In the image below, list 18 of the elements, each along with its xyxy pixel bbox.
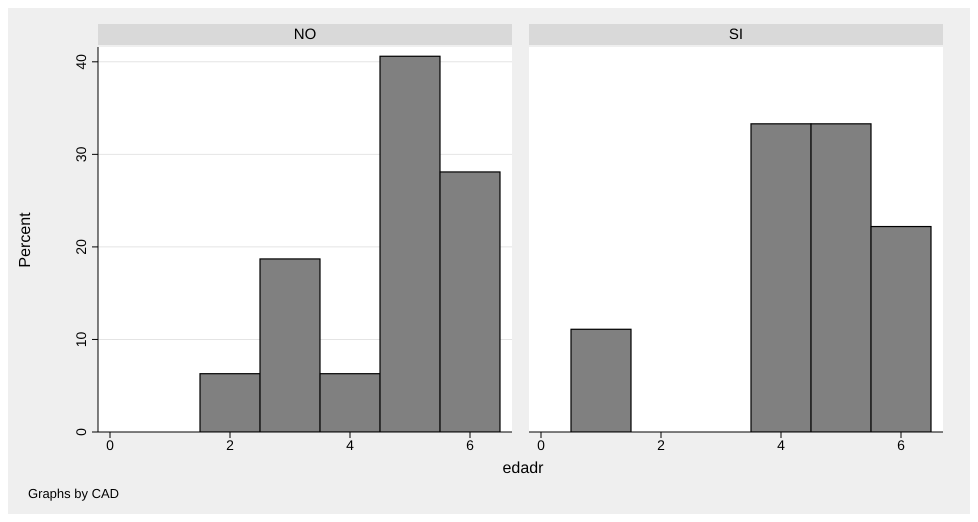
x-tick-label: 6 — [897, 436, 906, 453]
x-tick-label: 2 — [226, 436, 234, 453]
chart-title: NO — [98, 24, 512, 45]
x-tick-label: 0 — [537, 436, 546, 453]
x-tick-label: 6 — [466, 436, 474, 453]
x-axis-title: edadr — [502, 460, 544, 478]
x-tick-label: 4 — [777, 436, 786, 453]
y-axis-title: Percent — [17, 212, 35, 268]
x-tick-label: 2 — [657, 436, 666, 453]
y-tick-label: 0 — [73, 428, 89, 436]
y-tick-label: 40 — [73, 54, 89, 70]
y-tick-label: 20 — [73, 238, 89, 255]
y-tick-label: 30 — [73, 146, 89, 162]
x-tick-label: 4 — [346, 436, 354, 453]
y-tick-label: 10 — [73, 331, 89, 348]
text: Graphs by CAD — [28, 486, 120, 501]
x-tick-label: 0 — [106, 436, 114, 453]
chart-title: SI — [529, 24, 943, 45]
